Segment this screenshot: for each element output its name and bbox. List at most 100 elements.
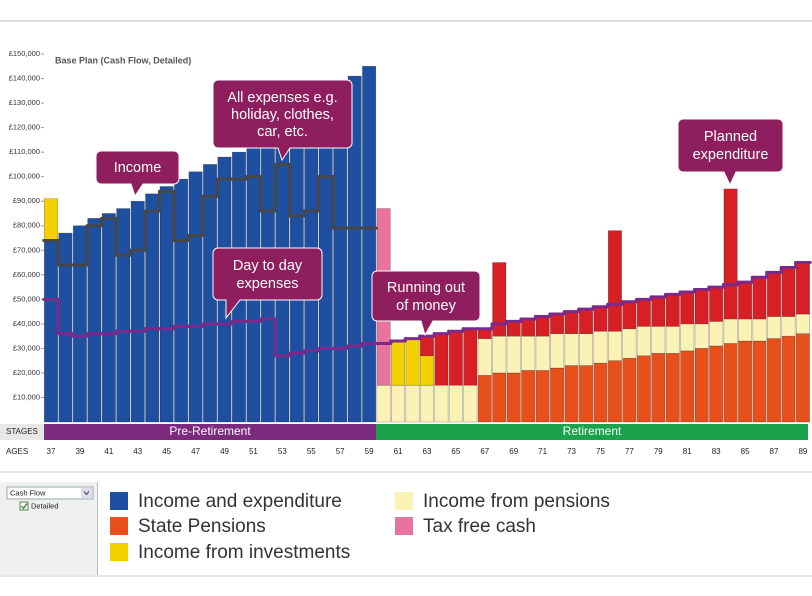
callout-box <box>212 247 323 320</box>
lines <box>42 162 812 358</box>
bar-segment <box>535 316 550 337</box>
x-tick-label: 67 <box>480 447 489 456</box>
bar-segment <box>795 313 810 334</box>
legend-label: Income from pensions <box>423 491 610 512</box>
bar-segment <box>607 230 622 332</box>
dropdown-button[interactable] <box>81 488 92 498</box>
bar-segment <box>492 372 507 423</box>
bar-segment <box>738 340 753 423</box>
x-tick-label: 41 <box>104 447 113 456</box>
bar-segment <box>636 299 651 327</box>
bar-segment <box>694 289 709 325</box>
stage-header <box>0 424 44 440</box>
callout-box <box>677 118 784 187</box>
bar-segment <box>651 296 666 327</box>
bar-segment <box>405 338 420 386</box>
x-tick-label: 61 <box>394 447 403 456</box>
legend-swatch <box>110 543 128 561</box>
bar-segment <box>622 357 637 423</box>
bar-segment <box>506 321 521 337</box>
callout-text: All expenses e.g. <box>227 90 337 106</box>
bar-segment <box>492 335 507 374</box>
callout-text: holiday, clothes, <box>231 107 334 123</box>
bar-segment <box>362 65 377 423</box>
bar-segment <box>535 335 550 371</box>
bar-segment <box>636 326 651 357</box>
bar-segment <box>477 375 492 423</box>
bar-segment <box>434 384 449 423</box>
callout-text: Day to day <box>233 258 303 274</box>
bar-segment <box>795 333 810 423</box>
bar-segment <box>607 330 622 361</box>
bar-segment <box>391 384 406 423</box>
bar-segment <box>174 178 189 423</box>
x-tick-label: 79 <box>654 447 663 456</box>
callout-text: Planned <box>704 129 757 145</box>
y-tick-label: £140,000 <box>9 74 40 83</box>
bar-segment <box>723 343 738 423</box>
bar-segment <box>521 335 536 371</box>
bar-segment <box>738 281 753 320</box>
callout-text: Running out <box>387 280 465 296</box>
bar-segment <box>795 262 810 315</box>
bar-segment <box>680 350 695 423</box>
bar-segment <box>766 272 781 317</box>
legend-swatch <box>395 492 413 510</box>
dropdown-label: Cash Flow <box>10 488 46 497</box>
bar-segment <box>448 330 463 386</box>
x-tick-label: 89 <box>798 447 807 456</box>
y-tick-label: £70,000 <box>13 245 40 254</box>
bar-segment <box>43 198 58 241</box>
x-axis-label: AGES <box>6 447 28 456</box>
bar-segment <box>607 360 622 423</box>
x-tick-label: 75 <box>596 447 605 456</box>
bar-segment <box>159 186 174 423</box>
bar-segment <box>130 200 145 423</box>
bar-segment <box>665 294 680 327</box>
bar-segment <box>145 193 160 423</box>
bar-segment <box>709 286 724 322</box>
bar-segment <box>535 370 550 423</box>
stages-label: STAGES <box>6 427 38 436</box>
checkbox[interactable] <box>19 501 29 511</box>
x-tick-label: 45 <box>162 447 171 456</box>
legend-swatch <box>110 492 128 510</box>
bar-segment <box>434 333 449 386</box>
plot: £10,000 £20,000 £30,000 £40,000 £50,000 £60,0… <box>9 49 810 456</box>
checkmark <box>21 503 28 510</box>
bar-segment <box>738 318 753 342</box>
bar-segment <box>506 372 521 423</box>
legend-swatch <box>395 517 413 535</box>
callout: All expenses e.g. holiday, clothes, car,… <box>212 79 353 162</box>
bar-segment <box>665 326 680 354</box>
bar-segment <box>593 362 608 423</box>
x-tick-label: 57 <box>336 447 345 456</box>
bar-segment <box>116 208 131 423</box>
callout-text: Income <box>114 160 162 176</box>
bar-segment <box>521 370 536 423</box>
callout: Income <box>95 150 180 198</box>
bar-segment <box>419 335 434 357</box>
dropdown[interactable] <box>6 486 94 500</box>
checkbox-label: Detailed <box>31 501 59 510</box>
legend-label: Income and expenditure <box>138 491 342 512</box>
callout-box <box>95 150 180 198</box>
x-tick-label: 81 <box>683 447 692 456</box>
bar-segment <box>477 338 492 376</box>
y-tick-label: £150,000 <box>9 49 40 58</box>
legend-label: Tax free cash <box>423 516 536 537</box>
bar-segment <box>593 306 608 332</box>
y-tick-label: £100,000 <box>9 172 40 181</box>
bar-segment <box>622 301 637 330</box>
stage-bar <box>44 424 376 440</box>
bar-segment <box>622 328 637 359</box>
legend-swatch <box>110 517 128 535</box>
y-tick-label: £50,000 <box>13 294 40 303</box>
y-tick-label: £110,000 <box>9 147 40 156</box>
bar-segment <box>781 316 796 337</box>
x-tick-label: 59 <box>365 447 374 456</box>
x-tick-label: 49 <box>220 447 229 456</box>
bar-segment <box>752 340 767 423</box>
y-tick-label: £80,000 <box>13 221 40 230</box>
bar-segment <box>752 318 767 342</box>
